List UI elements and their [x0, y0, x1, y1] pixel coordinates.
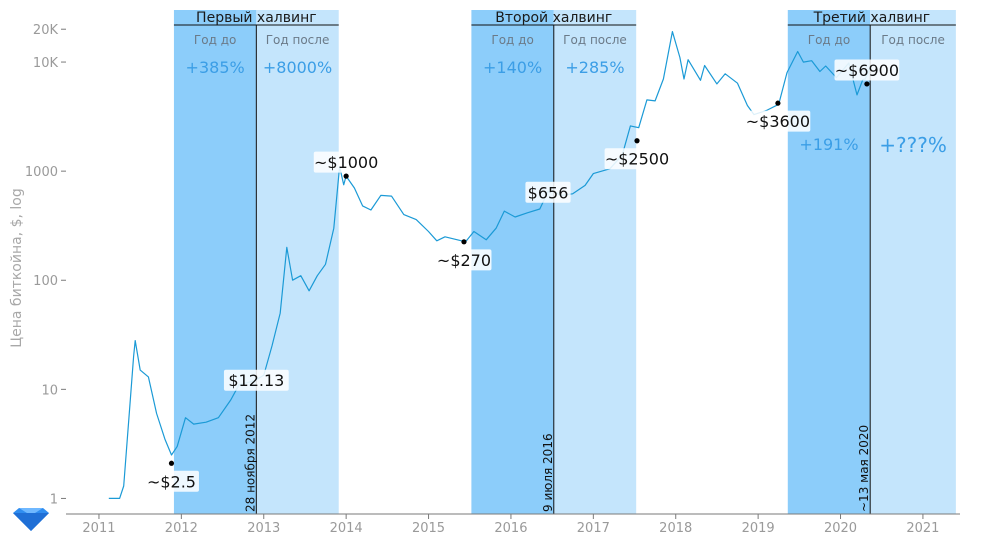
- halving-3-title: Третий халвинг: [813, 10, 931, 26]
- annotation-bg-3: [313, 151, 379, 173]
- halving-2-date-label: 9 июля 2016: [541, 433, 555, 512]
- x-tick-label-2021: 2021: [906, 521, 939, 536]
- y-axis-label: Цена биткойна, $, log: [9, 188, 25, 347]
- annotation-dot-6: [634, 138, 640, 144]
- halving-1-before-pct: +385%: [186, 58, 245, 77]
- y-tick-label-1: 1: [50, 492, 58, 507]
- halving-2-year-before-label: Год до: [491, 33, 533, 47]
- annotation-label-3: ~$1000: [314, 153, 378, 172]
- halving-2-band-after: [553, 10, 637, 514]
- annotation-label-6: ~$2500: [605, 150, 669, 169]
- x-tick-label-2017: 2017: [577, 521, 610, 536]
- halving-texts: Первый халвинг Год до Год после +385% +8000%…: [186, 10, 947, 512]
- x-tick-label-2011: 2011: [82, 521, 115, 536]
- annotation-dot-4: [461, 239, 467, 245]
- halving-2-year-after-label: Год после: [563, 33, 627, 47]
- annotation-bg-2: [223, 369, 289, 391]
- halving-3-year-after-label: Год после: [881, 33, 945, 47]
- annotation-bg-5: [525, 181, 571, 203]
- halving-1-title: Первый халвинг: [196, 10, 317, 26]
- annotation-label-4: ~$270: [437, 251, 491, 270]
- halving-3-year-before-label: Год до: [808, 33, 850, 47]
- annotation-bg-7: [745, 110, 811, 132]
- price-line: [108, 31, 871, 499]
- halving-1-year-after-label: Год после: [266, 33, 330, 47]
- halving-bands: [173, 10, 956, 514]
- halving-1-after-pct: +8000%: [263, 58, 332, 77]
- annotation-bg-1: [143, 470, 199, 492]
- diamond-logo-icon: [13, 508, 49, 531]
- y-tick-label-20K: 20K: [33, 23, 59, 38]
- halving-3-band-after: [870, 10, 956, 514]
- x-tick-label-2013: 2013: [247, 521, 280, 536]
- y-tick-label-100: 100: [33, 274, 58, 289]
- annotation-dot-3: [343, 173, 349, 179]
- x-tick-label-2012: 2012: [165, 521, 198, 536]
- y-tick-label-1000: 1000: [25, 165, 58, 180]
- y-tick-label-10: 10: [41, 383, 58, 398]
- annotation-label-8: ~$6900: [835, 61, 899, 80]
- halving-1-band-before: [173, 10, 257, 514]
- halving-1-band-after: [256, 10, 339, 514]
- annotation-bg-8: [834, 59, 900, 81]
- halving-2-title: Второй халвинг: [495, 10, 612, 26]
- halving-1-year-before-label: Год до: [194, 33, 236, 47]
- halving-3-before-pct: +191%: [799, 135, 858, 154]
- x-tick-label-2015: 2015: [412, 521, 445, 536]
- x-tick-label-2014: 2014: [330, 521, 363, 536]
- y-tick-label-10K: 10K: [33, 56, 59, 71]
- halving-3-after-pct: +???%: [879, 133, 947, 157]
- price-annotations: ~$2.5 $12.13 ~$1000 ~$270 $656 ~$2500 ~$3600 ~$…: [143, 59, 900, 492]
- annotation-bg-6: [604, 148, 670, 170]
- annotation-dot-7: [775, 100, 781, 106]
- annotation-label-2: $12.13: [228, 371, 284, 390]
- x-tick-label-2020: 2020: [824, 521, 857, 536]
- annotation-label-1: ~$2.5: [147, 472, 196, 491]
- axes: 2011 2012 2013 2014 2015 2016 2017 2018 2019 2020…: [25, 23, 960, 536]
- halving-3-date-label: ~13 мая 2020: [857, 425, 871, 512]
- x-tick-label-2018: 2018: [659, 521, 692, 536]
- annotation-label-7: ~$3600: [746, 112, 810, 131]
- halving-date-lines: [255, 25, 871, 514]
- annotation-dot-1: [168, 460, 175, 466]
- annotation-bg-4: [436, 249, 492, 271]
- annotation-label-5: $656: [528, 183, 569, 202]
- annotation-dot-8: [864, 81, 870, 87]
- halving-1-date-label: 28 ноября 2012: [243, 414, 257, 512]
- halving-2-before-pct: +140%: [483, 58, 542, 77]
- x-tick-label-2016: 2016: [494, 521, 527, 536]
- price-series: [108, 31, 871, 499]
- x-tick-label-2019: 2019: [742, 521, 775, 536]
- halving-2-after-pct: +285%: [565, 58, 624, 77]
